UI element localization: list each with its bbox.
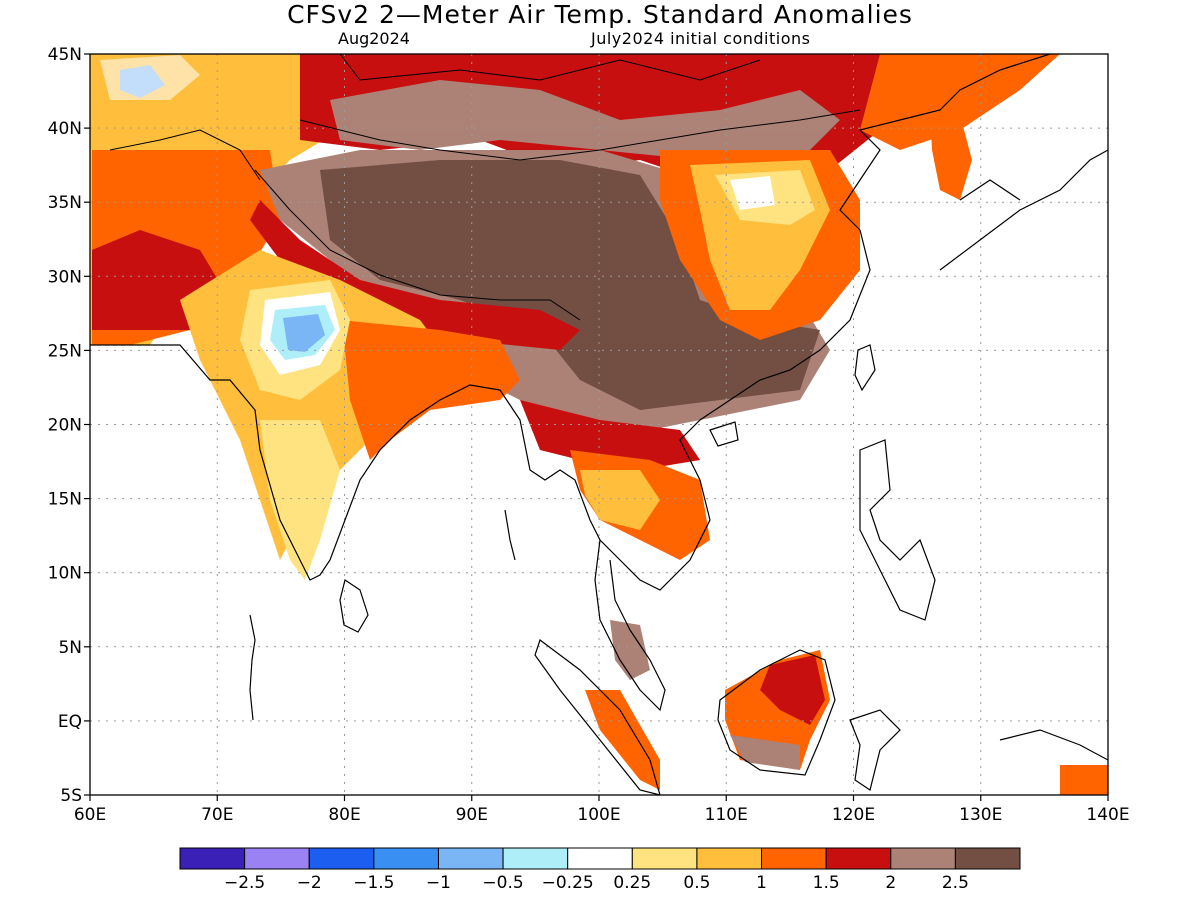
initial-conditions-label: July2024 initial conditions bbox=[591, 29, 811, 48]
colorbar-swatch bbox=[437, 847, 504, 870]
lat-label: 40N bbox=[48, 119, 82, 139]
coast-malay-peninsula bbox=[594, 539, 666, 712]
anomaly-field-new-guinea bbox=[1060, 765, 1108, 795]
anomaly-field-korea bbox=[930, 110, 972, 200]
lon-label: 120E bbox=[832, 805, 875, 825]
coast-andaman-islands bbox=[504, 509, 516, 561]
lat-label: 25N bbox=[48, 341, 82, 361]
colorbar-label: 2 bbox=[885, 873, 896, 893]
colorbar-swatch bbox=[890, 847, 956, 870]
colorbar-swatch bbox=[502, 847, 569, 870]
map-title: CFSv2 2—Meter Air Temp. Standard Anomali… bbox=[287, 0, 913, 29]
anomaly-field-malaya bbox=[610, 620, 650, 680]
colorbar-swatch bbox=[954, 847, 1021, 870]
anomaly-field-kazakh-white bbox=[100, 55, 200, 100]
coast-philippines bbox=[859, 439, 936, 621]
colorbar-label: −1 bbox=[426, 873, 451, 893]
anomaly-field-thailand bbox=[580, 470, 660, 530]
colorbar-label: 1.5 bbox=[813, 873, 840, 893]
longitude-labels: 60E 70E 80E 90E 100E 110E 120E 130E 140E bbox=[74, 805, 1130, 825]
lat-label: 5S bbox=[60, 786, 82, 806]
lat-label: 15N bbox=[48, 490, 82, 510]
colorbar-label: 0.5 bbox=[683, 873, 710, 893]
lon-label: 90E bbox=[456, 805, 488, 825]
lon-label: 130E bbox=[959, 805, 1002, 825]
colorbar-label: 1 bbox=[756, 873, 767, 893]
colorbar-label: 2.5 bbox=[942, 873, 969, 893]
colorbar bbox=[179, 847, 1021, 870]
coast-sri-lanka bbox=[339, 579, 369, 633]
lat-label: EQ bbox=[58, 712, 82, 732]
colorbar-swatch bbox=[244, 847, 310, 870]
border-mongolia bbox=[339, 54, 761, 81]
colorbar-swatch bbox=[761, 847, 827, 870]
border-himalaya bbox=[254, 169, 581, 321]
lon-label: 140E bbox=[1086, 805, 1129, 825]
anomaly-field-tibet-plateau bbox=[320, 160, 820, 410]
lon-label: 70E bbox=[201, 805, 233, 825]
graticule bbox=[90, 54, 1108, 795]
anomaly-field-indochina-red bbox=[520, 400, 700, 470]
latitude-labels: 45N 40N 35N 30N 25N 20N 15N 10N 5N EQ 5S bbox=[48, 45, 82, 806]
colorbar-labels: −2.5 −2 −1.5 −1 −0.5 −0.25 0.25 0.5 1 1.5 2 2.5 bbox=[224, 873, 969, 893]
colorbar-swatch bbox=[308, 847, 375, 870]
anomaly-shading bbox=[90, 54, 1108, 795]
colorbar-label: −2 bbox=[297, 873, 322, 893]
axis-ticks bbox=[84, 53, 1109, 801]
coast-indian-islands bbox=[249, 614, 256, 721]
colorbar-label: −1.5 bbox=[353, 873, 394, 893]
coastlines bbox=[90, 54, 1108, 795]
lat-label: 10N bbox=[48, 564, 82, 584]
lon-label: 100E bbox=[577, 805, 620, 825]
anomaly-field-himalaya bbox=[250, 200, 580, 350]
colorbar-label: 0.25 bbox=[613, 873, 651, 893]
coast-borneo bbox=[717, 649, 836, 776]
coast-hainan bbox=[709, 421, 739, 447]
colorbar-swatch bbox=[696, 847, 763, 870]
colorbar-swatch bbox=[825, 847, 892, 870]
border-central-asia bbox=[109, 129, 261, 181]
lat-label: 35N bbox=[48, 193, 82, 213]
lon-label: 110E bbox=[705, 805, 748, 825]
coast-taiwan bbox=[854, 344, 876, 392]
coast-japan bbox=[939, 149, 1108, 271]
coast-sumatra bbox=[534, 639, 661, 795]
lat-label: 45N bbox=[48, 45, 82, 65]
anomaly-field-borneo-hot bbox=[760, 655, 825, 725]
coast-new-guinea bbox=[999, 729, 1108, 761]
colorbar-label: −0.5 bbox=[482, 873, 523, 893]
lat-label: 20N bbox=[48, 416, 82, 436]
colorbar-label: −2.5 bbox=[224, 873, 265, 893]
colorbar-swatch bbox=[631, 847, 698, 870]
anomaly-field-eastern-china-center bbox=[730, 176, 775, 210]
lat-label: 30N bbox=[48, 267, 82, 287]
lon-label: 60E bbox=[74, 805, 106, 825]
valid-period-label: Aug2024 bbox=[338, 29, 410, 48]
anomaly-field-pakistan-cold bbox=[283, 314, 325, 352]
coast-sulawesi bbox=[849, 709, 901, 791]
colorbar-label: −0.25 bbox=[542, 873, 594, 893]
colorbar-swatch bbox=[567, 847, 633, 870]
anomaly-field-mongolia-brown bbox=[330, 80, 840, 160]
colorbar-swatch bbox=[179, 847, 246, 870]
anomaly-field-south-india bbox=[260, 420, 340, 580]
anomaly-field-northeast-china bbox=[860, 54, 1060, 150]
border-tibet-north bbox=[299, 109, 861, 161]
lon-label: 80E bbox=[328, 805, 360, 825]
colorbar-swatch bbox=[373, 847, 439, 870]
anomaly-field-sumatra bbox=[585, 690, 660, 790]
anomaly-field-east-india bbox=[340, 320, 520, 460]
lat-label: 5N bbox=[58, 638, 82, 658]
